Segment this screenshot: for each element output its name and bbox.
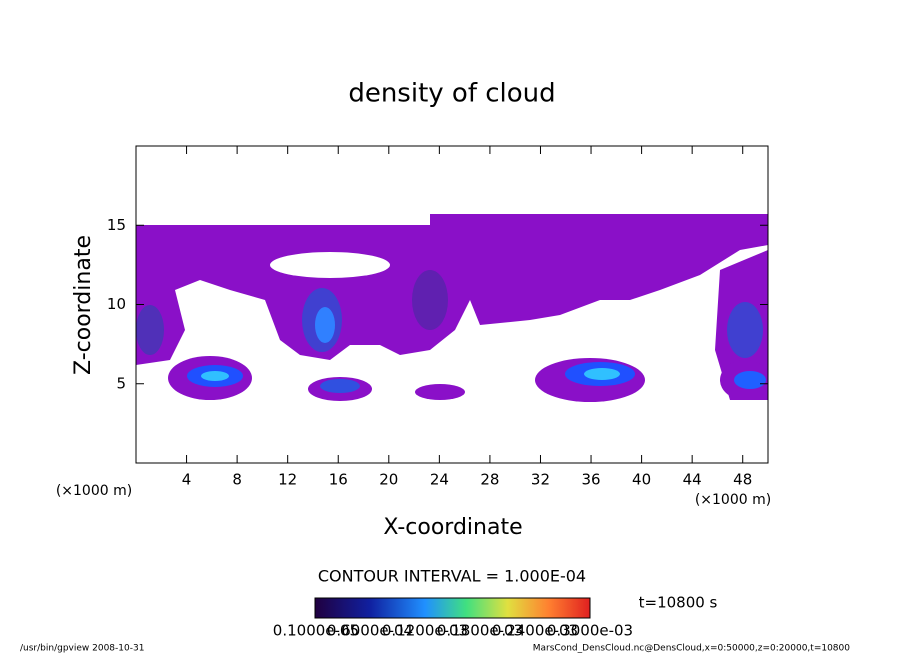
- colorbar: [314, 597, 591, 619]
- colorbar-label: 0.2400e-03: [492, 622, 578, 640]
- x-tick-label: 44: [683, 471, 702, 489]
- x-tick-label: 8: [232, 471, 242, 489]
- contour-interval: CONTOUR INTERVAL = 1.000E-04: [318, 567, 586, 586]
- x-tick-label: 20: [379, 471, 398, 489]
- x-tick-label: 24: [430, 471, 449, 489]
- colorbar-label: 0.3000e-03: [547, 622, 633, 640]
- x-unit-label: (×1000 m): [56, 483, 132, 499]
- footer-right: MarsCond_DensCloud.nc@DensCloud,x=0:5000…: [533, 644, 850, 654]
- x-axis-label: X-coordinate: [383, 515, 522, 540]
- y-tick-label: 10: [107, 295, 126, 313]
- contour-field: [136, 214, 768, 402]
- x-tick-label: 32: [531, 471, 550, 489]
- footer-left: /usr/bin/gpview 2008-10-31: [20, 644, 144, 654]
- colorbar-label: 0.1800e-03: [437, 622, 523, 640]
- x-tick-label: 16: [329, 471, 348, 489]
- y-tick-label: 15: [107, 216, 126, 234]
- x-tick-label: 48: [733, 471, 752, 489]
- x-tick-label: 36: [581, 471, 600, 489]
- colorbar-label: 0.1200e-03: [382, 622, 468, 640]
- x-tick-label: 4: [182, 471, 192, 489]
- colorbar-label: 0.1000e-05: [273, 622, 359, 640]
- x-tick-label: 28: [480, 471, 499, 489]
- x-unit-label: (×1000 m): [695, 492, 771, 508]
- y-axis-label: Z-coordinate: [71, 235, 96, 375]
- x-tick-label: 12: [278, 471, 297, 489]
- x-tick-label: 40: [632, 471, 651, 489]
- time-label: t=10800 s: [639, 594, 718, 612]
- y-tick-label: 5: [116, 374, 126, 392]
- chart-title: density of cloud: [348, 79, 555, 109]
- colorbar-label: 0.6000e-04: [327, 622, 413, 640]
